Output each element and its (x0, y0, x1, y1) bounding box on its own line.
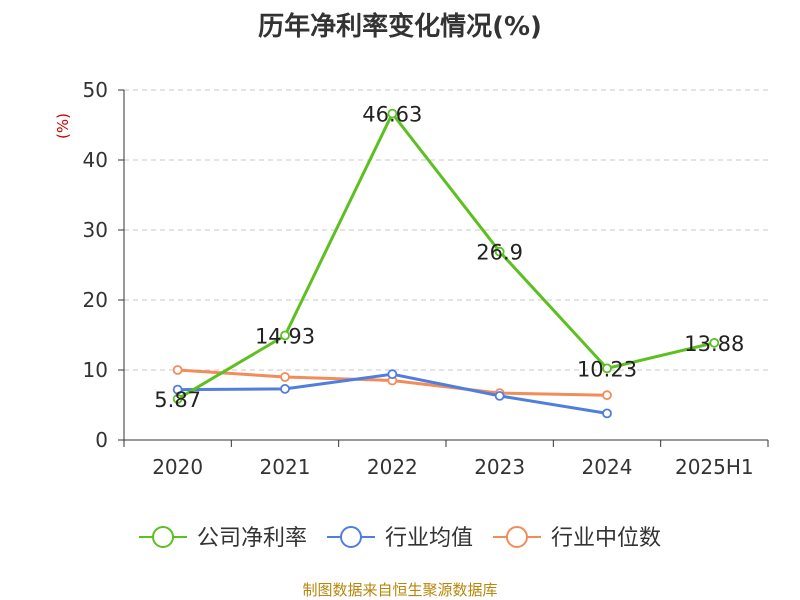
legend-marker (340, 526, 362, 548)
x-tick-label: 2024 (582, 455, 633, 479)
x-tick-label: 2025H1 (675, 455, 754, 479)
y-tick-label: 0 (95, 428, 108, 452)
legend-marker (506, 526, 528, 548)
source-note: 制图数据来自恒生聚源数据库 (302, 581, 498, 599)
data-point (387, 369, 398, 380)
x-tick-label: 2021 (260, 455, 311, 479)
legend-marker (152, 526, 174, 548)
x-tick-label: 2020 (152, 455, 203, 479)
data-point (280, 330, 290, 341)
chart-title: 历年净利率变化情况(%) (258, 12, 542, 42)
x-tick-label: 2023 (474, 455, 525, 479)
y-axis-label: (%) (54, 113, 72, 139)
data-point (602, 408, 612, 419)
data-point (387, 108, 398, 119)
y-tick-label: 30 (83, 218, 108, 242)
data-point (280, 383, 290, 394)
data-label: 14.93 (255, 324, 315, 348)
data-label: 10.23 (577, 357, 637, 381)
data-point (172, 384, 183, 395)
data-label: 5.87 (154, 388, 201, 412)
y-tick-label: 10 (83, 358, 108, 382)
y-tick-label: 40 (83, 148, 108, 172)
data-point (602, 390, 612, 401)
data-point (602, 363, 612, 374)
data-point (494, 390, 505, 401)
series-line (176, 112, 715, 401)
data-point (709, 337, 720, 348)
data-point (494, 246, 505, 257)
data-point (280, 372, 290, 382)
data-label: 13.88 (684, 332, 744, 356)
legend-label: 行业均值 (385, 526, 473, 551)
x-tick-label: 2022 (367, 455, 418, 479)
y-tick-label: 50 (83, 78, 108, 102)
data-label: 46.63 (362, 103, 422, 127)
legend-label: 公司净利率 (197, 526, 307, 551)
legend-label: 行业中位数 (551, 526, 661, 551)
data-point (172, 365, 183, 375)
data-label: 26.9 (476, 241, 523, 265)
data-point (172, 394, 183, 404)
y-tick-label: 20 (83, 288, 108, 312)
